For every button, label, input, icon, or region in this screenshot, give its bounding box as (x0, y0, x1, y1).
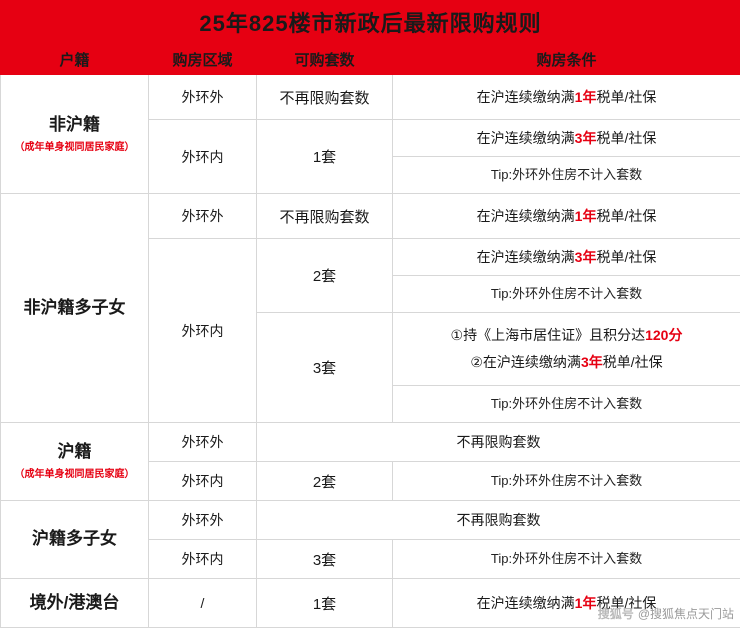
header-condition: 购房条件 (393, 44, 740, 75)
condition-cell: 在沪连续缴纳满1年税单/社保 (393, 75, 740, 120)
category-non-hu: 非沪籍 （成年单身视同居民家庭） (1, 75, 149, 194)
zone-cell: 外环外 (149, 194, 257, 239)
zone-cell: 外环外 (149, 423, 257, 462)
condition-cell: 在沪连续缴纳满3年税单/社保 (393, 120, 740, 157)
zone-cell: 外环外 (149, 75, 257, 120)
table-row: 沪籍多子女 外环外 不再限购套数 (1, 501, 740, 540)
table-row: 非沪籍多子女 外环外 不再限购套数 在沪连续缴纳满1年税单/社保 (1, 194, 740, 239)
zone-cell: 外环内 (149, 120, 257, 194)
watermark-text: @搜狐焦点天门站 (638, 607, 734, 621)
category-non-hu-multi-child: 非沪籍多子女 (1, 194, 149, 423)
table-row: 非沪籍 （成年单身视同居民家庭） 外环外 不再限购套数 在沪连续缴纳满1年税单/… (1, 75, 740, 120)
table-title: 25年825楼市新政后最新限购规则 (1, 1, 740, 44)
condition-tip-cell: Tip:外环外住房不计入套数 (393, 540, 740, 579)
zone-cell: 外环内 (149, 462, 257, 501)
table-title-row: 25年825楼市新政后最新限购规则 (1, 1, 740, 44)
header-zone: 购房区域 (149, 44, 257, 75)
condition-tip-cell: Tip:外环外住房不计入套数 (393, 386, 740, 423)
table-header-row: 户籍 购房区域 可购套数 购房条件 (1, 44, 740, 75)
condition-tip: Tip:外环外住房不计入套数 (393, 469, 740, 494)
category-label: 沪籍多子女 (32, 529, 117, 548)
category-note: （成年单身视同居民家庭） (1, 141, 148, 155)
condition-tip-cell: Tip:外环外住房不计入套数 (393, 276, 740, 313)
condition-line: 在沪连续缴纳满3年税单/社保 (393, 125, 740, 152)
condition-tip-cell: Tip:外环外住房不计入套数 (393, 462, 740, 501)
condition-tip-cell: Tip:外环外住房不计入套数 (393, 157, 740, 194)
category-note: （成年单身视同居民家庭） (1, 468, 148, 482)
condition-tip: Tip:外环外住房不计入套数 (393, 163, 740, 188)
condition-line: 在沪连续缴纳满1年税单/社保 (393, 84, 740, 111)
count-cell: 不再限购套数 (257, 75, 393, 120)
zone-cell: 外环外 (149, 501, 257, 540)
merged-count-condition-cell: 不再限购套数 (257, 423, 740, 462)
count-cell: 2套 (257, 239, 393, 313)
merged-count-condition-cell: 不再限购套数 (257, 501, 740, 540)
watermark-logo: 搜狐号 (598, 605, 634, 622)
category-label: 非沪籍多子女 (24, 298, 126, 317)
condition-tip: Tip:外环外住房不计入套数 (393, 282, 740, 307)
condition-cell: 在沪连续缴纳满3年税单/社保 (393, 239, 740, 276)
condition-tip: Tip:外环外住房不计入套数 (393, 547, 740, 572)
count-cell: 3套 (257, 540, 393, 579)
zone-cell: 外环内 (149, 540, 257, 579)
watermark: 搜狐号 @搜狐焦点天门站 (598, 605, 734, 622)
header-household: 户籍 (1, 44, 149, 75)
condition-line: ①持《上海市居住证》且积分达120分 (393, 322, 740, 349)
category-overseas: 境外/港澳台 (1, 579, 149, 628)
header-count: 可购套数 (257, 44, 393, 75)
count-cell: 2套 (257, 462, 393, 501)
condition-line: 在沪连续缴纳满1年税单/社保 (393, 203, 740, 230)
count-cell: 1套 (257, 579, 393, 628)
zone-cell: 外环内 (149, 239, 257, 423)
count-cell: 不再限购套数 (257, 194, 393, 239)
count-cell: 1套 (257, 120, 393, 194)
zone-cell: / (149, 579, 257, 628)
condition-tip: Tip:外环外住房不计入套数 (393, 392, 740, 417)
count-cell: 3套 (257, 313, 393, 423)
condition-cell: ①持《上海市居住证》且积分达120分 ②在沪连续缴纳满3年税单/社保 (393, 313, 740, 386)
category-label: 沪籍 (58, 442, 92, 461)
category-hu-multi-child: 沪籍多子女 (1, 501, 149, 579)
category-hu: 沪籍 （成年单身视同居民家庭） (1, 423, 149, 501)
category-label: 非沪籍 (49, 115, 100, 134)
condition-line: ②在沪连续缴纳满3年税单/社保 (393, 349, 740, 376)
condition-cell: 在沪连续缴纳满1年税单/社保 (393, 194, 740, 239)
table-row: 沪籍 （成年单身视同居民家庭） 外环外 不再限购套数 (1, 423, 740, 462)
category-label: 境外/港澳台 (30, 593, 120, 612)
condition-line: 在沪连续缴纳满3年税单/社保 (393, 244, 740, 271)
